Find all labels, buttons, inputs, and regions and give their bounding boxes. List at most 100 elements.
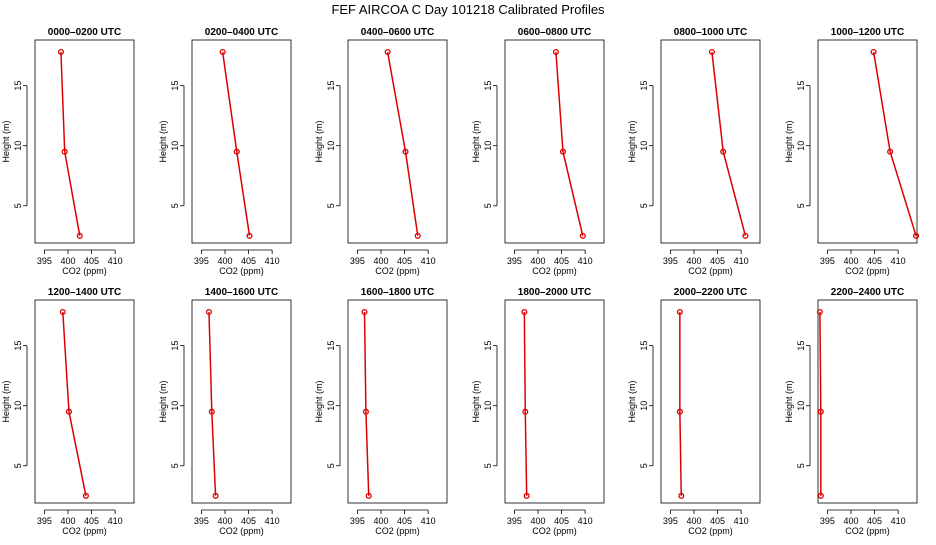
x-tick-label: 410 [421,516,436,526]
profile-point [65,408,72,415]
x-tick-label: 405 [867,256,882,266]
profile-line [221,51,251,236]
figure-title: FEF AIRCOA C Day 101218 Calibrated Profi… [331,2,605,17]
panel-title: 1600–1800 UTC [361,287,434,298]
y-tick-label: 15 [796,81,806,91]
y-tick-label: 5 [639,463,649,468]
x-tick-label: 410 [734,256,749,266]
plot-frame [34,39,135,244]
profile-point [559,148,567,155]
profile-point [913,232,920,239]
profile-point [552,48,559,56]
plot-frame [504,299,605,504]
y-axis-label: Height (m) [784,120,794,162]
x-tick-label: 410 [578,256,593,266]
y-tick-label: 5 [13,463,23,468]
x-axis-label: CO2 (ppm) [532,526,577,536]
x-tick-label: 405 [84,256,99,266]
y-tick-label: 10 [483,401,493,411]
profile-line [679,312,683,496]
profile-point [365,492,372,499]
x-tick-label: 400 [843,256,858,266]
plot-frame [817,39,918,244]
x-tick-label: 395 [663,516,678,526]
x-tick-label: 400 [60,516,75,526]
panel-title: 2000–2200 UTC [674,287,747,298]
profile-point [414,232,421,239]
x-tick-label: 395 [507,256,522,266]
x-tick-label: 410 [265,516,280,526]
x-tick-label: 395 [350,516,365,526]
plot-frame [347,299,448,504]
profile-point [61,148,68,155]
x-tick-label: 405 [397,516,412,526]
panel-title: 0000–0200 UTC [48,27,121,38]
profile-point [676,408,683,415]
profile-point [57,48,64,56]
x-tick-label: 395 [37,516,52,526]
y-axis-label: Height (m) [1,380,11,422]
x-tick-label: 410 [578,516,593,526]
profile-line [523,312,528,496]
x-tick-label: 405 [554,516,569,526]
plot-frame [34,299,135,504]
panel-title: 0200–0400 UTC [205,27,278,38]
x-tick-label: 400 [530,516,545,526]
y-tick-label: 5 [326,203,336,208]
y-tick-label: 5 [483,463,493,468]
x-tick-label: 395 [820,516,835,526]
x-tick-label: 395 [194,516,209,526]
profile-point [246,232,253,239]
profile-point [523,492,530,499]
profile-point [817,492,824,499]
plot-frame [660,39,761,244]
x-tick-label: 395 [350,256,365,266]
y-tick-label: 10 [326,141,336,151]
y-tick-label: 15 [170,341,180,351]
x-axis-label: CO2 (ppm) [688,526,733,536]
profile-point [678,492,685,499]
y-tick-label: 15 [13,81,23,91]
panel-title: 2200–2400 UTC [831,287,904,298]
y-tick-label: 5 [796,463,806,468]
profile-point [817,408,824,415]
y-tick-label: 5 [326,463,336,468]
profile-line [711,51,747,236]
profile-point [219,48,226,56]
y-tick-label: 5 [639,203,649,208]
x-tick-label: 405 [710,256,725,266]
profile-point [205,308,213,316]
y-axis-label: Height (m) [471,120,481,162]
x-tick-label: 395 [507,516,522,526]
plot-frame [817,299,918,504]
profile-point [720,148,727,155]
y-axis-label: Height (m) [784,380,794,422]
y-axis-label: Height (m) [314,120,324,162]
y-tick-label: 5 [796,203,806,208]
x-tick-label: 410 [891,256,906,266]
x-axis-label: CO2 (ppm) [219,526,264,536]
y-tick-label: 15 [639,341,649,351]
x-axis-label: CO2 (ppm) [845,266,890,276]
profile-line [208,311,217,496]
x-tick-label: 410 [108,256,123,266]
y-axis-label: Height (m) [158,380,168,422]
profile-point [233,148,240,155]
profile-point [870,48,877,56]
x-tick-label: 410 [891,516,906,526]
profile-line [819,312,822,496]
x-tick-label: 405 [397,256,412,266]
x-tick-label: 395 [194,256,209,266]
y-axis-label: Height (m) [1,120,11,162]
y-tick-label: 15 [483,81,493,91]
y-axis-label: Height (m) [158,120,168,162]
y-tick-label: 10 [796,141,806,151]
x-axis-label: CO2 (ppm) [845,526,890,536]
x-tick-label: 395 [663,256,678,266]
